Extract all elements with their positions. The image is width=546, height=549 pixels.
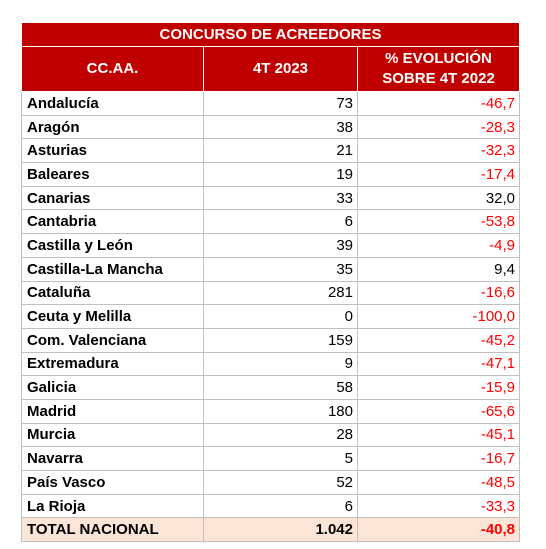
table-row: Baleares 19 -17,4	[21, 162, 521, 187]
region-change: -45,1	[356, 423, 521, 448]
table-container: CONCURSO DE ACREEDORES CC.AA. 4T 2023 % …	[20, 22, 521, 543]
table-body: Andalucía 73 -46,7 Aragón 38 -28,3 Asturias 21-…	[21, 91, 521, 543]
region-name: Baleares	[21, 162, 204, 187]
region-change: 32,0	[356, 186, 521, 211]
region-name: Andalucía	[21, 91, 204, 116]
region-change: -32,3	[356, 138, 521, 164]
total-change: -40,8	[356, 517, 521, 543]
region-change: -16,7	[356, 446, 521, 471]
region-value: 9	[203, 352, 358, 377]
region-name: Murcia	[21, 423, 204, 448]
column-header-region: CC.AA.	[21, 46, 204, 92]
column-header-value: 4T 2023	[203, 46, 358, 92]
region-value: 58	[203, 375, 358, 400]
table-row: Madrid 180 -65,6	[21, 399, 521, 424]
column-header-change-line2: SOBRE 4T 2022	[382, 70, 495, 87]
table-row: La Rioja 6 -33,3	[21, 494, 521, 519]
region-name: Extremadura	[21, 352, 204, 377]
table-row: Castilla y León 39 -4,9	[21, 233, 521, 258]
region-name: Com. Valenciana	[21, 328, 204, 353]
region-value: 19	[203, 162, 358, 187]
region-name: Galicia	[21, 375, 204, 400]
region-value: 33	[203, 186, 358, 211]
region-change: -15,9	[356, 375, 521, 400]
region-value: 38	[203, 115, 358, 140]
concurso-acreedores-table: CONCURSO DE ACREEDORES CC.AA. 4T 2023 % …	[20, 22, 521, 543]
table-row: Asturias 21 -32,3	[21, 138, 521, 164]
column-header-change-line1: % EVOLUCIÓN	[385, 50, 492, 67]
region-name: Castilla-La Mancha	[21, 257, 204, 282]
region-name: Aragón	[21, 115, 204, 140]
region-value: 73	[203, 91, 358, 116]
table-row: Ceuta y Melilla 0 -100,0	[21, 304, 521, 329]
region-value: 5	[203, 446, 358, 471]
table-row: Andalucía 73 -46,7	[21, 91, 521, 116]
region-name: Canarias	[21, 186, 204, 211]
region-name: La Rioja	[21, 494, 204, 519]
region-change: -53,8	[356, 209, 521, 235]
region-value: 21	[203, 138, 358, 164]
table-row: Cataluña 281 -16,6	[21, 281, 521, 306]
region-name: Cataluña	[21, 281, 204, 306]
region-change: -45,2	[356, 328, 521, 353]
region-change: -48,5	[356, 470, 521, 495]
region-change: -46,7	[356, 91, 521, 116]
region-value: 0	[203, 304, 358, 329]
region-change: -47,1	[356, 352, 521, 377]
column-header-change: % EVOLUCIÓN SOBRE 4T 2022	[356, 46, 521, 92]
region-name: Madrid	[21, 399, 204, 424]
region-name: Asturias	[21, 138, 204, 164]
table-row: Com. Valenciana 159 -45,2	[21, 328, 521, 353]
region-change: 9,4	[356, 257, 521, 282]
region-value: 28	[203, 423, 358, 448]
total-row: TOTAL NACIONAL 1.042 -40,8	[21, 517, 521, 543]
table-row: Castilla-La Mancha 35 9,4	[21, 257, 521, 282]
table-row: Galicia 58 -15,9	[21, 375, 521, 400]
region-name: Ceuta y Melilla	[21, 304, 204, 329]
total-label: TOTAL NACIONAL	[21, 517, 204, 543]
region-value: 281	[203, 281, 358, 306]
region-name: Cantabria	[21, 209, 204, 235]
region-value: 39	[203, 233, 358, 258]
region-change: -28,3	[356, 115, 521, 140]
region-name: Navarra	[21, 446, 204, 471]
region-change: -17,4	[356, 162, 521, 187]
region-value: 6	[203, 494, 358, 519]
region-value: 180	[203, 399, 358, 424]
table-row: Extremadura 9 -47,1	[21, 352, 521, 377]
region-change: -100,0	[356, 304, 521, 329]
table-title: CONCURSO DE ACREEDORES	[20, 22, 521, 47]
region-value: 6	[203, 209, 358, 235]
region-name: País Vasco	[21, 470, 204, 495]
table-row: País Vasco 52 -48,5	[21, 470, 521, 495]
region-change: -65,6	[356, 399, 521, 424]
region-value: 52	[203, 470, 358, 495]
table-row: Murcia 28 -45,1	[21, 423, 521, 448]
table-row: Canarias 33 32,0	[21, 186, 521, 211]
region-value: 159	[203, 328, 358, 353]
region-change: -16,6	[356, 281, 521, 306]
region-change: -4,9	[356, 233, 521, 258]
region-name: Castilla y León	[21, 233, 204, 258]
table-row: Cantabria 6 -53,8	[21, 209, 521, 235]
region-change: -33,3	[356, 494, 521, 519]
table-row: Navarra 5 -16,7	[21, 446, 521, 471]
table-row: Aragón 38 -28,3	[21, 115, 521, 140]
region-value: 35	[203, 257, 358, 282]
total-value: 1.042	[203, 517, 358, 543]
